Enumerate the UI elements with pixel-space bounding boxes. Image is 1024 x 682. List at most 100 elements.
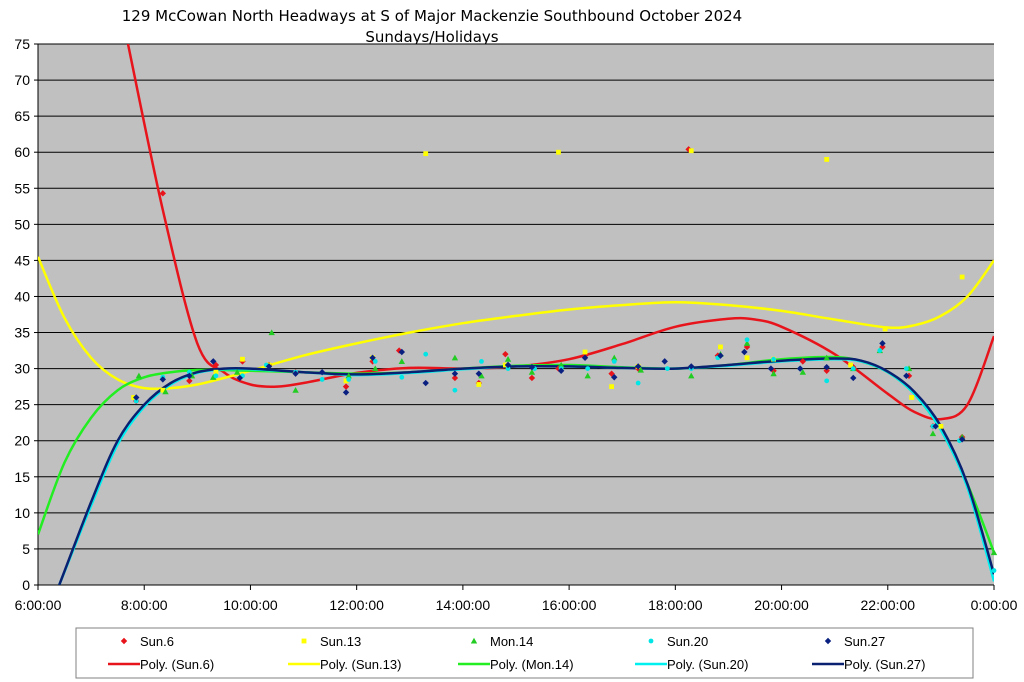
point-sun-13 — [688, 148, 694, 154]
point-sun-20 — [479, 358, 484, 364]
point-sun-6 — [451, 374, 459, 382]
point-sun-27 — [903, 372, 910, 380]
point-sun-6 — [502, 350, 509, 358]
point-sun-20 — [346, 377, 352, 382]
point-mon-14 — [770, 370, 777, 377]
legend-marker-sun-20 — [648, 638, 654, 644]
point-sun-27 — [557, 367, 565, 374]
point-sun-27 — [717, 352, 724, 359]
y-tick-label: 35 — [14, 325, 30, 341]
point-sun-20 — [877, 348, 883, 353]
x-axis: 6:00:00 8:00:00 10:00:00 12:00:00 14:00:00 16… — [15, 584, 1018, 613]
point-sun-20 — [452, 387, 458, 393]
point-mon-14 — [135, 372, 143, 379]
legend-marker-sun-13 — [301, 638, 307, 644]
point-sun-6 — [823, 367, 830, 374]
legend-label: Poly. (Mon.14) — [490, 657, 574, 672]
y-tick-label: 10 — [14, 505, 30, 521]
point-sun-13 — [909, 395, 915, 400]
point-sun-13 — [718, 344, 723, 350]
point-sun-13 — [423, 151, 429, 157]
y-tick-label: 65 — [14, 108, 30, 124]
legend-label: Sun.20 — [667, 634, 708, 649]
plot-area — [38, 44, 994, 585]
y-axis: 0 5 10 15 20 25 30 35 40 45 50 55 60 65 70 75 — [14, 36, 39, 593]
x-tick-label: 12:00:00 — [329, 597, 384, 613]
point-sun-27 — [823, 363, 830, 371]
point-mon-14 — [292, 387, 299, 393]
y-tick-label: 15 — [14, 469, 30, 485]
point-mon-14 — [799, 369, 806, 375]
point-mon-14 — [345, 372, 352, 379]
point-sun-27 — [236, 374, 244, 382]
point-mon-14 — [451, 354, 459, 361]
scatter-points — [131, 146, 998, 573]
point-mon-14 — [823, 354, 830, 361]
point-sun-20 — [850, 366, 856, 371]
point-sun-20 — [771, 356, 776, 362]
point-sun-20 — [423, 351, 429, 357]
point-sun-13 — [959, 274, 965, 280]
point-mon-14 — [268, 329, 275, 336]
point-sun-6 — [159, 190, 167, 197]
point-mon-14 — [584, 372, 591, 379]
point-sun-13 — [213, 369, 219, 375]
point-sun-27 — [958, 436, 966, 443]
legend-marker-sun-6 — [120, 637, 128, 645]
y-tick-label: 45 — [14, 252, 30, 268]
point-sun-20 — [186, 369, 192, 375]
point-sun-20 — [991, 568, 997, 573]
point-sun-27 — [796, 365, 804, 372]
point-mon-14 — [372, 365, 379, 372]
point-mon-14 — [528, 369, 536, 375]
point-sun-13 — [744, 355, 750, 361]
point-mon-14 — [398, 358, 406, 364]
point-sun-27 — [292, 370, 299, 377]
point-sun-27 — [767, 365, 775, 372]
point-sun-27 — [634, 363, 642, 370]
point-sun-6 — [608, 370, 615, 377]
legend-label: Sun.13 — [320, 634, 361, 649]
point-sun-20 — [372, 358, 378, 364]
legend-box — [75, 627, 974, 679]
point-sun-27 — [318, 369, 326, 376]
point-sun-27 — [186, 372, 193, 380]
point-sun-27 — [210, 358, 217, 365]
point-sun-20 — [505, 366, 511, 371]
legend-label: Poly. (Sun.13) — [320, 657, 401, 672]
point-mon-14 — [611, 354, 618, 361]
point-sun-20 — [744, 337, 750, 343]
point-sun-6 — [799, 358, 806, 365]
legend-label: Sun.6 — [140, 634, 174, 649]
point-sun-27 — [504, 361, 512, 369]
chart-subtitle: Sundays/Holidays — [365, 28, 498, 46]
point-sun-27 — [475, 370, 483, 377]
y-tick-label: 55 — [14, 180, 30, 196]
point-sun-20 — [903, 366, 909, 371]
y-tick-label: 30 — [14, 361, 30, 377]
legend-marker-mon-14 — [470, 637, 478, 644]
point-mon-14 — [210, 374, 217, 380]
trendline-poly-sun-13- — [38, 256, 994, 391]
x-tick-label: 18:00:00 — [648, 597, 703, 613]
y-tick-label: 40 — [14, 288, 30, 304]
point-sun-13 — [476, 382, 482, 387]
point-sun-13 — [882, 326, 888, 332]
y-tick-label: 25 — [14, 397, 30, 413]
point-sun-13 — [556, 149, 561, 155]
point-sun-27 — [422, 379, 429, 387]
point-sun-27 — [932, 423, 939, 430]
point-mon-14 — [743, 340, 751, 346]
legend: Sun.6 Sun.13 Mon.14 Sun.20 Sun.27 Poly. (Sun.… — [75, 627, 974, 679]
trendline-poly-sun-6- — [126, 44, 994, 421]
y-tick-label: 70 — [14, 72, 30, 88]
point-sun-13 — [240, 356, 245, 362]
x-tick-label: 8:00:00 — [121, 597, 168, 613]
point-mon-14 — [929, 430, 937, 437]
trendlines — [38, 44, 994, 585]
point-sun-27 — [850, 374, 857, 382]
y-tick-label: 60 — [14, 144, 30, 160]
point-sun-20 — [664, 366, 670, 371]
x-tick-label: 16:00:00 — [542, 597, 597, 613]
